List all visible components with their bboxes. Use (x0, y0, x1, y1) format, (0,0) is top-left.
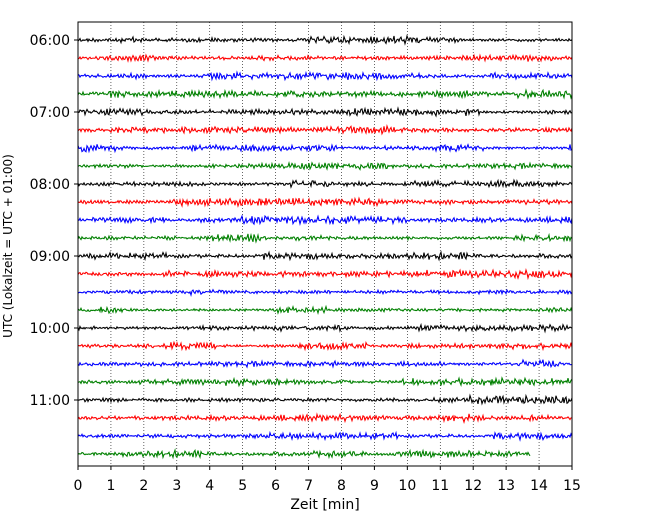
grid-lines (110, 22, 540, 466)
x-tick-label: 13 (497, 478, 515, 494)
seismogram-trace (77, 53, 573, 63)
x-tick-label: 0 (74, 478, 83, 494)
y-tick-label: 08:00 (30, 177, 70, 193)
seismogram-trace (77, 214, 573, 226)
seismogram-trace (77, 143, 573, 154)
seismogram-trace (77, 288, 573, 297)
seismogram-trace (77, 376, 573, 388)
seismogram-trace (77, 232, 573, 244)
seismogram-trace (77, 412, 573, 424)
y-axis-label: UTC (Lokalzeit = UTC + 01:00) (1, 154, 15, 338)
seismogram-trace (77, 358, 573, 369)
y-axis-ticks: 06:00 07:00 08:00 09:00 10:00 11:00 (30, 33, 78, 409)
y-tick-label: 11:00 (30, 393, 70, 409)
seismogram-trace (77, 393, 573, 406)
x-tick-label: 12 (464, 478, 482, 494)
y-tick-label: 09:00 (30, 249, 70, 265)
x-tick-label: 4 (205, 478, 214, 494)
x-tick-label: 5 (238, 478, 247, 494)
seismogram-trace (77, 304, 573, 316)
x-tick-label: 2 (139, 478, 148, 494)
x-tick-label: 8 (337, 478, 346, 494)
x-axis-ticks: 0 1 2 3 4 5 6 7 8 9 10 11 12 13 14 15 (74, 466, 581, 494)
x-tick-label: 1 (106, 478, 115, 494)
x-tick-label: 9 (370, 478, 379, 494)
trace-lines (77, 34, 573, 460)
seismogram-trace (77, 430, 573, 442)
seismogram-trace (77, 196, 573, 208)
x-tick-label: 10 (398, 478, 416, 494)
x-tick-label: 15 (563, 478, 581, 494)
plot-background (78, 22, 572, 466)
seismogram-trace (77, 106, 573, 118)
y-tick-label: 10:00 (30, 321, 70, 337)
x-tick-label: 3 (172, 478, 181, 494)
x-tick-label: 6 (271, 478, 280, 494)
y-tick-label: 06:00 (30, 33, 70, 49)
seismogram-trace (77, 178, 573, 189)
seismogram-trace (77, 160, 573, 171)
x-tick-label: 11 (431, 478, 449, 494)
seismogram-trace (77, 322, 573, 334)
seismogram-trace (77, 88, 573, 100)
plot-frame (77, 21, 573, 467)
seismogram-trace (77, 267, 573, 281)
x-axis-label: Zeit [min] (290, 497, 359, 513)
x-tick-label: 7 (304, 478, 313, 494)
seismogram-trace (77, 70, 573, 82)
seismogram-trace (77, 34, 573, 46)
seismogram-trace (77, 340, 573, 352)
seismogram-trace (77, 447, 531, 460)
seismogram-trace (77, 124, 573, 136)
y-tick-label: 07:00 (30, 105, 70, 121)
x-tick-label: 14 (530, 478, 548, 494)
seismogram-trace (77, 250, 573, 262)
